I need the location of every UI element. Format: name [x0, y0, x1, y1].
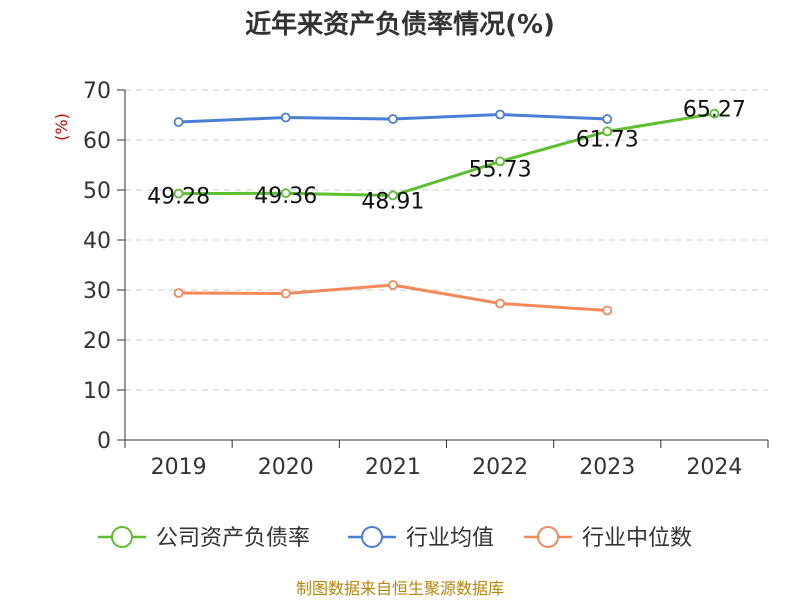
y-axis-label: (%) — [52, 113, 71, 141]
legend-label: 行业中位数 — [582, 526, 692, 551]
chart-title: 近年来资产负债率情况(%) — [245, 9, 555, 40]
y-tick-label: 30 — [83, 279, 111, 304]
data-point-1 — [173, 117, 184, 127]
y-tick-label: 50 — [83, 179, 111, 204]
legend-label: 公司资产负债率 — [156, 526, 310, 551]
legend-swatch-marker — [361, 526, 383, 548]
legend: 公司资产负债率 行业均值 行业中位数 — [98, 526, 692, 551]
data-labels: 49.28 49.36 48.91 55.73 61.73 65.27 — [147, 98, 746, 215]
data-point-1 — [602, 114, 613, 124]
data-point-0 — [280, 188, 291, 199]
x-tick-label: 2023 — [579, 455, 635, 480]
data-point-0 — [709, 108, 720, 119]
y-tick-label: 0 — [97, 429, 111, 454]
gridlines — [125, 89, 768, 391]
data-label: 48.91 — [361, 189, 424, 214]
data-point-0 — [173, 188, 184, 199]
legend-item[interactable]: 行业均值 — [348, 526, 494, 551]
legend-item[interactable]: 行业中位数 — [524, 526, 692, 551]
y-tick-label: 10 — [83, 379, 111, 404]
data-point-2 — [173, 288, 184, 298]
x-tick-label: 2022 — [472, 455, 528, 480]
series-line-0 — [177, 112, 716, 197]
data-point-0 — [495, 156, 505, 167]
data-point-2 — [495, 298, 505, 309]
y-tick-label: 40 — [83, 229, 111, 254]
data-point-0 — [388, 190, 398, 201]
data-point-2 — [602, 305, 613, 316]
x-tick-label: 2019 — [151, 455, 207, 480]
series-layer — [173, 108, 720, 316]
source-note: 制图数据来自恒生聚源数据库 — [296, 579, 504, 598]
data-point-0 — [602, 126, 613, 137]
data-label: 61.73 — [576, 127, 639, 152]
data-point-2 — [388, 280, 398, 290]
data-label: 49.28 — [147, 185, 210, 210]
y-tick-label: 60 — [83, 129, 111, 154]
legend-item[interactable]: 公司资产负债率 — [98, 526, 310, 551]
legend-label: 行业均值 — [406, 526, 494, 551]
legend-swatch-marker — [537, 526, 559, 548]
data-point-1 — [495, 109, 505, 120]
x-tick-label: 2024 — [686, 455, 742, 480]
data-label: 49.36 — [254, 184, 317, 209]
legend-swatch-marker — [111, 526, 133, 548]
x-tick-label: 2020 — [258, 455, 314, 480]
data-label: 65.27 — [683, 98, 746, 123]
y-tick-label: 20 — [83, 329, 111, 354]
x-tick-label: 2021 — [365, 455, 421, 480]
data-point-1 — [280, 112, 291, 123]
data-point-1 — [388, 114, 398, 124]
axes: 0 10 20 30 40 50 60 70 2019 2020 2021 2022 2023 2024 — [83, 79, 769, 480]
y-tick-label: 70 — [83, 79, 111, 104]
data-point-2 — [280, 288, 291, 299]
data-label: 55.73 — [469, 157, 532, 182]
